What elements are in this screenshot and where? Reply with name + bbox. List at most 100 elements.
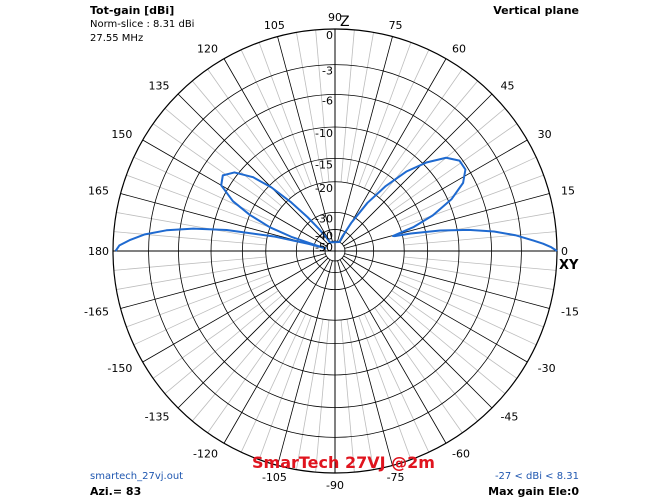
- major-radial-line: [142, 255, 327, 363]
- angle-tick-label: 30: [538, 128, 552, 141]
- radial-tick-label: -30: [315, 212, 333, 225]
- chart-title: SmarTech 27VJ @2m: [252, 453, 435, 472]
- angle-tick-label: 75: [389, 19, 403, 32]
- minor-radial-line: [258, 42, 312, 187]
- angle-tick-label: 120: [197, 42, 218, 55]
- xy-axis-label: XY: [559, 258, 579, 273]
- minor-radial-line: [207, 68, 296, 195]
- angle-tick-label: -15: [561, 306, 579, 319]
- minor-radial-line: [403, 262, 554, 290]
- radial-tick-label: -50: [315, 241, 333, 254]
- frequency-label: 27.55 MHz: [90, 33, 144, 44]
- minor-radial-line: [403, 256, 557, 271]
- minor-radial-line: [397, 279, 537, 346]
- angle-tick-label: -150: [107, 362, 132, 375]
- minor-radial-line: [399, 274, 544, 328]
- angle-tick-label: -105: [262, 471, 287, 484]
- angle-tick-label: -120: [193, 448, 218, 461]
- minor-radial-line: [374, 68, 463, 195]
- major-radial-line: [339, 58, 447, 243]
- minor-radial-line: [340, 29, 355, 183]
- angle-tick-label: 165: [88, 184, 109, 197]
- minor-radial-line: [240, 313, 307, 453]
- minor-radial-line: [346, 319, 374, 470]
- angle-tick-label: 105: [264, 19, 285, 32]
- tick-labels: 0153045607590105120135150165180-165-150-…: [84, 11, 579, 492]
- minor-radial-line: [126, 174, 271, 228]
- major-grid: [112, 28, 558, 474]
- radial-tick-label: -6: [322, 94, 333, 107]
- minor-radial-line: [152, 123, 279, 212]
- angle-tick-label: -165: [84, 306, 109, 319]
- gain-range: -27 < dBi < 8.31: [494, 471, 579, 482]
- radial-tick-label: -20: [315, 182, 333, 195]
- radial-tick-label: -3: [322, 65, 333, 78]
- minor-radial-line: [164, 295, 283, 395]
- angle-tick-label: 0: [561, 245, 568, 258]
- radial-tick-label: -40: [315, 229, 333, 242]
- angle-tick-label: -90: [326, 479, 344, 492]
- minor-radial-line: [207, 307, 296, 434]
- minor-radial-line: [403, 212, 554, 240]
- minor-radial-line: [399, 174, 544, 228]
- angle-tick-label: -45: [500, 410, 518, 423]
- minor-radial-line: [397, 156, 537, 223]
- plane-label: Vertical plane: [493, 4, 579, 17]
- angle-tick-label: 90: [328, 11, 342, 24]
- angle-tick-label: 180: [88, 245, 109, 258]
- radial-tick-label: -15: [315, 158, 333, 171]
- minor-radial-line: [340, 319, 355, 473]
- major-radial-line: [223, 259, 331, 444]
- minor-radial-line: [113, 256, 267, 271]
- minor-radial-line: [133, 279, 273, 346]
- minor-radial-line: [379, 303, 479, 422]
- angle-tick-label: 15: [561, 184, 575, 197]
- z-axis-label: Z: [340, 14, 350, 30]
- minor-radial-line: [116, 262, 267, 290]
- azimuth-label: Azi.= 83: [90, 485, 142, 498]
- minor-radial-line: [346, 32, 374, 183]
- minor-radial-line: [152, 290, 279, 379]
- minor-radial-line: [363, 49, 430, 189]
- minor-radial-line: [258, 315, 312, 460]
- minor-radial-line: [391, 123, 518, 212]
- minor-radial-line: [240, 49, 307, 189]
- file-name: smartech_27vj.out: [90, 471, 184, 482]
- angle-tick-label: -60: [452, 448, 470, 461]
- minor-radial-line: [363, 313, 430, 453]
- angle-tick-label: -135: [145, 410, 170, 423]
- norm-slice-label: Norm-slice : 8.31 dBi: [90, 19, 195, 30]
- minor-radial-line: [116, 212, 267, 240]
- minor-radial-line: [391, 290, 518, 379]
- minor-radial-line: [374, 307, 463, 434]
- angle-tick-label: 150: [111, 128, 132, 141]
- angle-tick-label: 60: [452, 42, 466, 55]
- minor-radial-line: [296, 319, 324, 470]
- angle-tick-label: 135: [149, 80, 170, 93]
- angle-tick-label: -30: [538, 362, 556, 375]
- minor-radial-line: [191, 303, 291, 422]
- minor-radial-line: [164, 107, 283, 207]
- minor-radial-line: [315, 319, 330, 473]
- radial-tick-label: 0: [326, 29, 333, 42]
- minor-radial-line: [113, 231, 267, 246]
- minor-grid: [113, 29, 557, 473]
- minor-radial-line: [358, 315, 412, 460]
- quantity-label: Tot-gain [dBi]: [90, 4, 175, 17]
- minor-radial-line: [296, 32, 324, 183]
- minor-radial-line: [358, 42, 412, 187]
- pattern-trace: [114, 156, 558, 252]
- angle-tick-label: -75: [387, 471, 405, 484]
- minor-radial-line: [403, 231, 557, 246]
- angle-tick-label: 45: [500, 80, 514, 93]
- minor-radial-line: [191, 80, 291, 199]
- minor-radial-line: [126, 274, 271, 328]
- max-gain-label: Max gain Ele:0: [488, 485, 579, 498]
- major-radial-line: [343, 255, 528, 363]
- minor-radial-line: [133, 156, 273, 223]
- minor-radial-line: [315, 29, 330, 183]
- major-radial-line: [339, 259, 447, 444]
- pattern-layer: [114, 156, 558, 252]
- minor-radial-line: [387, 295, 506, 395]
